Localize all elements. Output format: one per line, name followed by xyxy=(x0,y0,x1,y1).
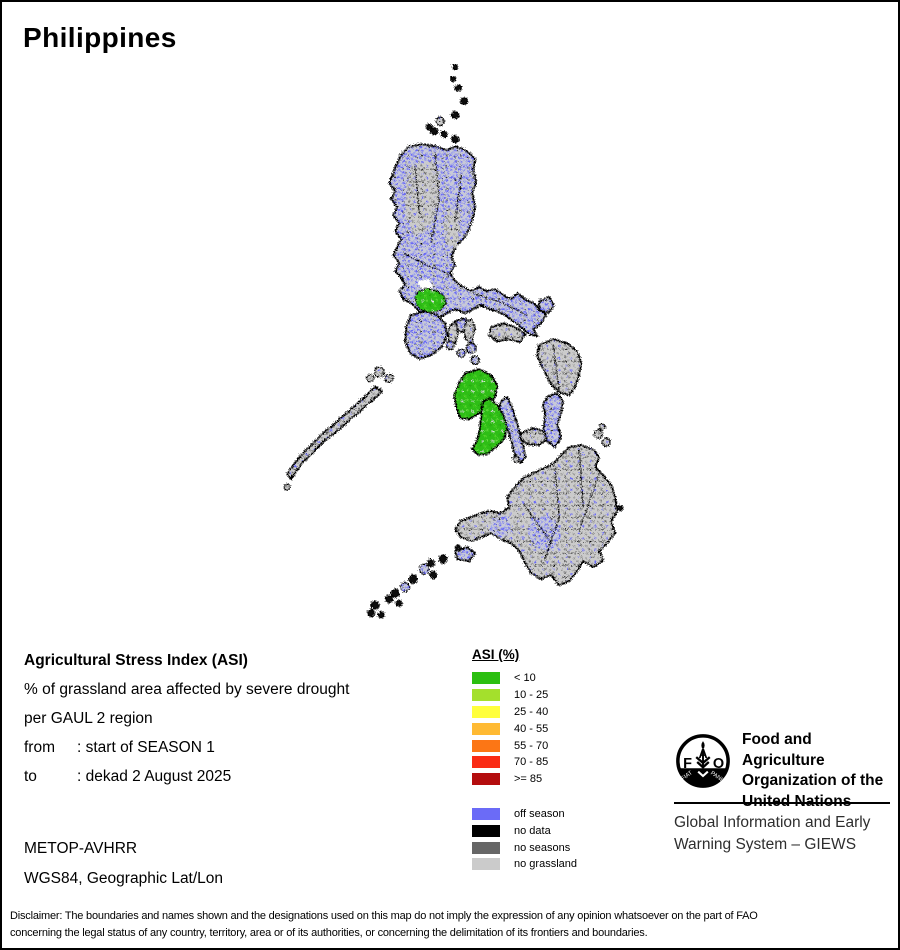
legend-swatch xyxy=(472,689,500,702)
island-ticao xyxy=(462,317,475,343)
legend-swatch xyxy=(472,672,500,685)
fao-org-name: Food and Agriculture Organization of the… xyxy=(742,730,891,812)
legend-row: 40 - 55 xyxy=(472,720,652,737)
mindanao-blue-patch xyxy=(488,514,512,538)
legend-label: no grassland xyxy=(514,858,577,871)
legend-row: 70 - 85 xyxy=(472,754,652,771)
legend-swatch xyxy=(472,722,500,735)
legend-label: 10 - 25 xyxy=(514,689,549,702)
fao-block: F A O FIAT PANIS Food and Agriculture Or… xyxy=(674,726,891,856)
asi-desc-line1: % of grassland area affected by severe d… xyxy=(24,681,350,698)
legend: ASI (%) < 10 10 - 25 25 - 40 40 - 55 55 - 70… xyxy=(472,647,652,873)
islets-batanes-babuyan xyxy=(424,62,468,143)
legend-row: 10 - 25 xyxy=(472,687,652,704)
legend-swatch xyxy=(472,739,500,752)
period-to-row: to : dekad 2 August 2025 xyxy=(24,768,464,797)
legend-row: no seasons xyxy=(472,839,652,856)
legend-label: 70 - 85 xyxy=(514,756,549,769)
fao-divider xyxy=(674,802,890,804)
asi-title: Agricultural Stress Index (ASI) xyxy=(24,652,248,669)
admin-boundary-samar xyxy=(551,343,559,391)
fao-org-line1: Food and Agriculture xyxy=(742,731,825,769)
legend-label: 40 - 55 xyxy=(514,722,549,735)
luzon-gray-patch xyxy=(404,160,440,234)
legend-label: off season xyxy=(514,807,565,820)
giews-line1: Global Information and Early xyxy=(674,814,871,831)
luzon-gray-patch xyxy=(442,207,460,248)
admin-boundaries-luzon xyxy=(401,151,527,315)
island-leyte xyxy=(541,391,563,447)
island-palawan xyxy=(285,385,382,479)
giews-name: Global Information and Early Warning Sys… xyxy=(674,812,870,856)
islets-romblon xyxy=(444,339,479,364)
to-label: to xyxy=(24,768,37,785)
island-masbate xyxy=(487,321,525,342)
legend-row: 25 - 40 xyxy=(472,704,652,721)
wheat-grain-icon xyxy=(701,741,705,750)
luzon-green-region xyxy=(413,286,446,313)
island-cebu xyxy=(497,395,525,463)
legend-row: off season xyxy=(472,806,652,823)
island-mindanao xyxy=(453,443,617,585)
fao-org-line2: Organization of the xyxy=(742,772,884,789)
legend-swatch xyxy=(472,773,500,786)
disclaimer: Disclaimer: The boundaries and names sho… xyxy=(10,908,896,941)
island-catanduanes xyxy=(537,295,554,313)
island-bohol xyxy=(518,426,547,445)
legend-swatch xyxy=(472,858,500,871)
giews-line2: Warning System – GIEWS xyxy=(674,836,857,853)
admin-boundaries-mindanao xyxy=(521,447,599,563)
island-negros xyxy=(470,396,507,455)
legend-row: 55 - 70 xyxy=(472,737,652,754)
fao-letter-o: O xyxy=(713,756,724,772)
legend-swatch xyxy=(472,705,500,718)
disclaimer-line1: Disclaimer: The boundaries and names sho… xyxy=(10,910,758,922)
to-value: : dekad 2 August 2025 xyxy=(77,768,232,785)
island-samar xyxy=(535,337,581,395)
legend-label: 55 - 70 xyxy=(514,739,549,752)
legend-row: no data xyxy=(472,822,652,839)
legend-title: ASI (%) xyxy=(472,647,520,662)
legend-label: no data xyxy=(514,824,551,837)
fao-logo-icon: F A O FIAT PANIS xyxy=(676,734,730,788)
legend-extra: off season no data no seasons no grassland xyxy=(472,806,652,873)
fao-letter-a: A xyxy=(698,747,707,761)
islets-sulu xyxy=(366,543,461,618)
legend-label: >= 85 xyxy=(514,773,543,786)
islets-calamian xyxy=(282,365,393,490)
sensor-name: METOP-AVHRR xyxy=(24,840,138,857)
page-title: Philippines xyxy=(23,22,177,53)
from-value: : start of SEASON 1 xyxy=(77,739,215,756)
legend-swatch xyxy=(472,824,500,837)
islets-ne-mindanao xyxy=(511,422,623,511)
fao-org-line3: United Nations xyxy=(742,792,852,810)
legend-classes: < 10 10 - 25 25 - 40 40 - 55 55 - 70 70 - 85 >… xyxy=(472,670,652,788)
legend-label: < 10 xyxy=(514,672,536,685)
map-info-block: Agricultural Stress Index (ASI) % of gra… xyxy=(24,652,464,797)
projection-name: WGS84, Geographic Lat/Lon xyxy=(24,870,224,887)
legend-swatch xyxy=(472,807,500,820)
legend-swatch xyxy=(472,756,500,769)
asi-desc-line2: per GAUL 2 region xyxy=(24,710,153,727)
legend-label: 25 - 40 xyxy=(514,705,549,718)
legend-label: no seasons xyxy=(514,841,571,854)
legend-row: >= 85 xyxy=(472,771,652,788)
island-mindoro xyxy=(403,309,447,359)
period-from-row: from : start of SEASON 1 xyxy=(24,739,464,768)
legend-swatch xyxy=(472,841,500,854)
legend-row: < 10 xyxy=(472,670,652,687)
fao-letter-f: F xyxy=(683,756,692,772)
disclaimer-line2: concerning the legal status of any count… xyxy=(10,926,648,939)
from-label: from xyxy=(24,739,55,756)
legend-row: no grassland xyxy=(472,856,652,873)
